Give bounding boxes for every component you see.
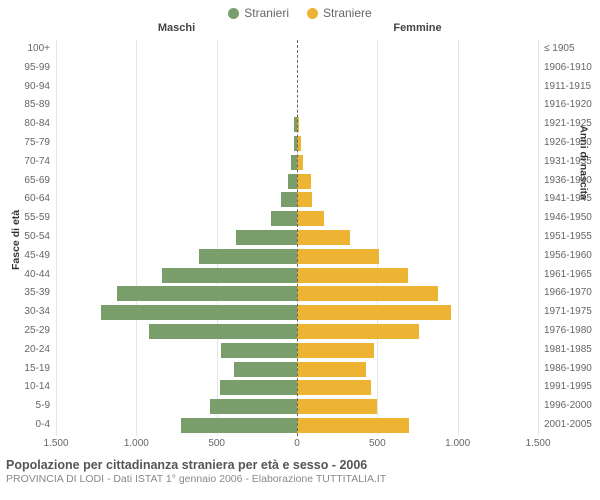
ytick-age: 30-34 xyxy=(0,306,50,317)
bar-female xyxy=(297,418,409,433)
ytick-birth: 1961-1965 xyxy=(544,269,592,280)
ytick-birth: 1916-1920 xyxy=(544,99,592,110)
bar-male xyxy=(117,286,297,301)
ytick-birth: 1941-1945 xyxy=(544,193,592,204)
bar-female xyxy=(297,362,366,377)
ytick-birth: 1996-2000 xyxy=(544,400,592,411)
ytick-age: 25-29 xyxy=(0,325,50,336)
bar-female xyxy=(297,211,324,226)
xtick: 500 xyxy=(369,438,386,449)
bar-female xyxy=(297,305,451,320)
chart-title: Popolazione per cittadinanza straniera p… xyxy=(6,458,594,472)
center-line xyxy=(297,40,298,436)
bar-female xyxy=(297,249,379,264)
bar-female xyxy=(297,230,350,245)
legend-item-male: Stranieri xyxy=(228,6,289,20)
bar-female xyxy=(297,192,312,207)
ytick-age: 80-84 xyxy=(0,118,50,129)
ytick-birth: 1971-1975 xyxy=(544,306,592,317)
legend-swatch-female xyxy=(307,8,318,19)
ytick-birth: 1981-1985 xyxy=(544,344,592,355)
bar-male xyxy=(271,211,297,226)
bar-male xyxy=(281,192,297,207)
xtick: 500 xyxy=(208,438,225,449)
ytick-age: 65-69 xyxy=(0,175,50,186)
ytick-age: 95-99 xyxy=(0,62,50,73)
ytick-age: 90-94 xyxy=(0,81,50,92)
bar-male xyxy=(199,249,297,264)
ytick-birth: 1921-1925 xyxy=(544,118,592,129)
bar-male xyxy=(234,362,297,377)
ytick-age: 35-39 xyxy=(0,287,50,298)
bar-male xyxy=(181,418,297,433)
ytick-birth: 1926-1930 xyxy=(544,137,592,148)
ytick-birth: 1976-1980 xyxy=(544,325,592,336)
chart-source: PROVINCIA DI LODI - Dati ISTAT 1° gennai… xyxy=(6,473,594,485)
xtick: 0 xyxy=(294,438,300,449)
chart-footer: Popolazione per cittadinanza straniera p… xyxy=(0,454,600,485)
bar-male xyxy=(221,343,297,358)
bar-male xyxy=(162,268,297,283)
ytick-age: 75-79 xyxy=(0,137,50,148)
legend-item-female: Straniere xyxy=(307,6,372,20)
ytick-age: 100+ xyxy=(0,43,50,54)
bar-female xyxy=(297,380,371,395)
legend-label-male: Stranieri xyxy=(244,6,289,20)
xtick: 1.500 xyxy=(43,438,68,449)
gridline xyxy=(458,40,459,436)
subtitle-male: Maschi xyxy=(56,22,297,34)
ytick-birth: 1991-1995 xyxy=(544,381,592,392)
ytick-age: 15-19 xyxy=(0,363,50,374)
ytick-birth: 1946-1950 xyxy=(544,212,592,223)
ytick-birth: 1951-1955 xyxy=(544,231,592,242)
ytick-age: 50-54 xyxy=(0,231,50,242)
bar-male xyxy=(149,324,297,339)
ytick-age: 5-9 xyxy=(0,400,50,411)
bar-female xyxy=(297,324,419,339)
legend-label-female: Straniere xyxy=(323,6,372,20)
bar-female xyxy=(297,174,311,189)
chart-subtitles: Maschi Femmine xyxy=(0,22,600,38)
xtick: 1.000 xyxy=(124,438,149,449)
bar-female xyxy=(297,286,438,301)
legend-swatch-male xyxy=(228,8,239,19)
subtitle-female: Femmine xyxy=(297,22,538,34)
ytick-birth: 1931-1935 xyxy=(544,156,592,167)
bar-male xyxy=(101,305,297,320)
ytick-birth: 1966-1970 xyxy=(544,287,592,298)
ytick-age: 10-14 xyxy=(0,381,50,392)
gridline xyxy=(56,40,57,436)
legend: Stranieri Straniere xyxy=(0,0,600,22)
ytick-age: 55-59 xyxy=(0,212,50,223)
bar-female xyxy=(297,343,374,358)
ytick-age: 60-64 xyxy=(0,193,50,204)
bar-male xyxy=(220,380,297,395)
ytick-age: 0-4 xyxy=(0,419,50,430)
bar-female xyxy=(297,268,408,283)
ytick-birth: 1956-1960 xyxy=(544,250,592,261)
xtick: 1.500 xyxy=(525,438,550,449)
bar-male xyxy=(288,174,297,189)
ytick-birth: ≤ 1905 xyxy=(544,43,575,54)
ytick-age: 40-44 xyxy=(0,269,50,280)
x-axis: 0 500 1.000 1.500 500 1.000 1.500 xyxy=(0,436,600,454)
gridline xyxy=(217,40,218,436)
bar-female xyxy=(297,399,377,414)
gridline xyxy=(136,40,137,436)
bar-male xyxy=(236,230,297,245)
bar-male xyxy=(210,399,297,414)
ytick-birth: 2001-2005 xyxy=(544,419,592,430)
ytick-age: 45-49 xyxy=(0,250,50,261)
ytick-birth: 1936-1940 xyxy=(544,175,592,186)
gridline xyxy=(377,40,378,436)
population-pyramid-chart: Fasce di età Anni di nascita 0-42001-200… xyxy=(0,40,600,436)
ytick-birth: 1986-1990 xyxy=(544,363,592,374)
gridline xyxy=(538,40,539,436)
ytick-age: 20-24 xyxy=(0,344,50,355)
xtick: 1.000 xyxy=(445,438,470,449)
ytick-birth: 1911-1915 xyxy=(544,81,591,92)
ytick-age: 85-89 xyxy=(0,99,50,110)
ytick-birth: 1906-1910 xyxy=(544,62,592,73)
ytick-age: 70-74 xyxy=(0,156,50,167)
